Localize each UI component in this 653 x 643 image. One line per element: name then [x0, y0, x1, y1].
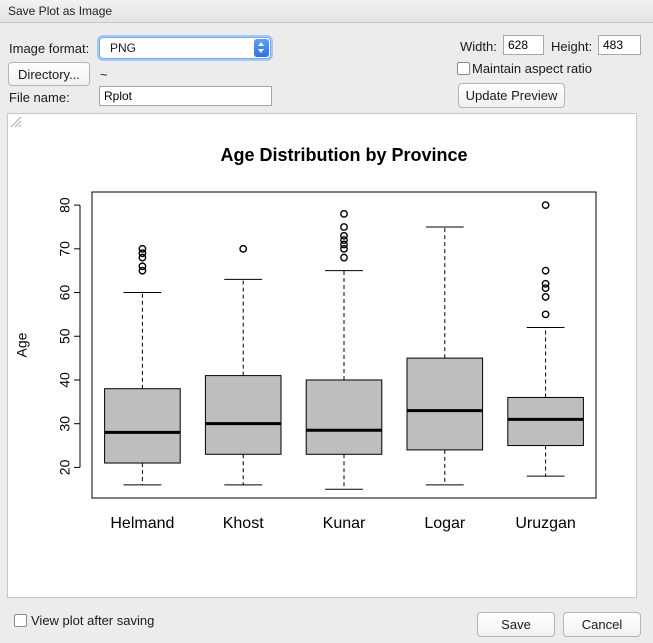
outlier-point [541, 279, 550, 288]
boxplot-chart: Age Distribution by Province 20 30 40 50 60 70… [14, 145, 597, 532]
window-title: Save Plot as Image [8, 4, 113, 18]
image-format-value: PNG [110, 41, 137, 55]
x-tick-label: Uruzgan [515, 515, 575, 532]
outlier-point [340, 240, 348, 249]
x-tick-label: Helmand [110, 515, 174, 532]
height-label: Height: [551, 39, 593, 54]
outlier-point [340, 223, 348, 231]
x-tick-label: Khost [223, 515, 264, 532]
outlier-point [138, 266, 147, 275]
x-tick-label: Kunar [323, 515, 366, 532]
outlier-point [239, 244, 248, 253]
update-preview-button[interactable]: Update Preview [458, 83, 565, 108]
y-tick-label: 70 [57, 241, 73, 257]
maintain-aspect-checkbox[interactable] [457, 62, 470, 75]
outlier-point [138, 249, 147, 258]
file-name-label: File name: [9, 90, 70, 105]
outlier-point [138, 262, 147, 271]
outlier-point [541, 293, 550, 301]
box [507, 396, 584, 447]
outlier-point [541, 266, 550, 275]
select-arrows-icon [254, 39, 269, 57]
y-tick-label: 60 [57, 285, 73, 301]
view-after-saving-checkbox[interactable] [14, 614, 27, 627]
y-tick-label: 30 [57, 416, 73, 432]
resize-grip-icon[interactable] [8, 114, 22, 128]
file-name-input[interactable] [99, 86, 272, 106]
x-tick-label: Logar [424, 515, 466, 532]
box [104, 388, 181, 464]
view-after-saving-label: View plot after saving [31, 613, 155, 628]
image-format-select[interactable]: PNG [99, 37, 271, 59]
chart-title: Age Distribution by Province [220, 145, 467, 165]
cancel-button[interactable]: Cancel [563, 612, 641, 637]
image-format-label: Image format: [9, 41, 90, 56]
outlier-point [541, 284, 550, 293]
y-tick-label: 50 [57, 328, 73, 344]
y-tick-label: 20 [57, 459, 73, 475]
plot-preview: Age Distribution by Province 20 30 40 50 60 70… [7, 113, 637, 598]
y-tick-label: 80 [57, 197, 73, 213]
width-input[interactable] [503, 35, 544, 55]
outlier-point [541, 201, 550, 210]
y-axis-label: Age [14, 332, 30, 357]
outlier-point [340, 253, 348, 262]
outlier-point [340, 244, 348, 253]
directory-path: ~ [100, 67, 108, 82]
outlier-point [340, 231, 348, 240]
height-input[interactable] [598, 35, 641, 55]
maintain-aspect-label: Maintain aspect ratio [472, 61, 592, 76]
box [204, 375, 282, 455]
outlier-point [340, 236, 348, 244]
box [406, 357, 484, 451]
directory-button[interactable]: Directory... [8, 62, 90, 86]
y-tick-label: 40 [57, 372, 73, 388]
outlier-point [340, 209, 348, 218]
save-button[interactable]: Save [477, 612, 555, 637]
outlier-point [138, 253, 147, 262]
outlier-point [138, 244, 147, 253]
box [305, 379, 383, 455]
plot-frame [91, 191, 597, 499]
window-titlebar: Save Plot as Image [0, 0, 653, 23]
outlier-point [541, 310, 550, 319]
width-label: Width: [460, 39, 497, 54]
